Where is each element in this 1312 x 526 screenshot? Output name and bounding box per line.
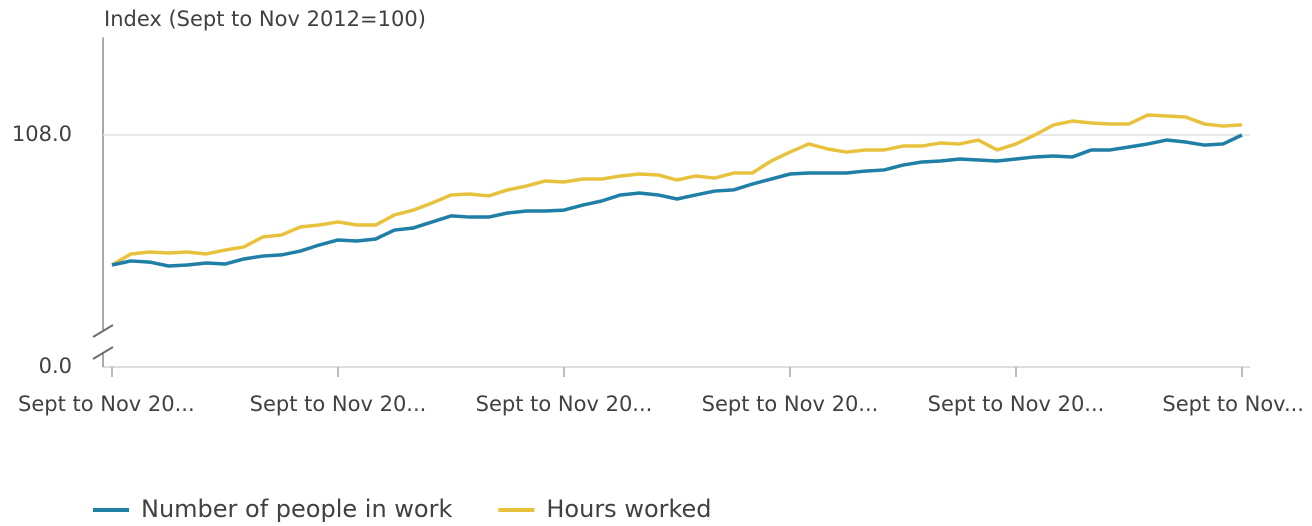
x-tick-label: Sept to Nov 20... [18, 392, 195, 416]
legend-label: Number of people in work [141, 495, 452, 523]
x-tick-label: Sept to Nov... [1162, 392, 1304, 416]
x-tick-label: Sept to Nov 20... [250, 392, 427, 416]
x-tick-label: Sept to Nov 20... [476, 392, 653, 416]
axis-break [92, 324, 114, 338]
axis-break [92, 346, 114, 360]
series-line [111, 133, 1243, 268]
x-tick-label: Sept to Nov 20... [928, 392, 1105, 416]
legend-label: Hours worked [546, 495, 711, 523]
series-line [111, 113, 1243, 267]
x-tick-label: Sept to Nov 20... [702, 392, 879, 416]
y-tick-label: 108.0 [12, 122, 72, 146]
y-axis-title: Index (Sept to Nov 2012=100) [104, 7, 426, 31]
y-tick-label: 0.0 [39, 354, 72, 378]
